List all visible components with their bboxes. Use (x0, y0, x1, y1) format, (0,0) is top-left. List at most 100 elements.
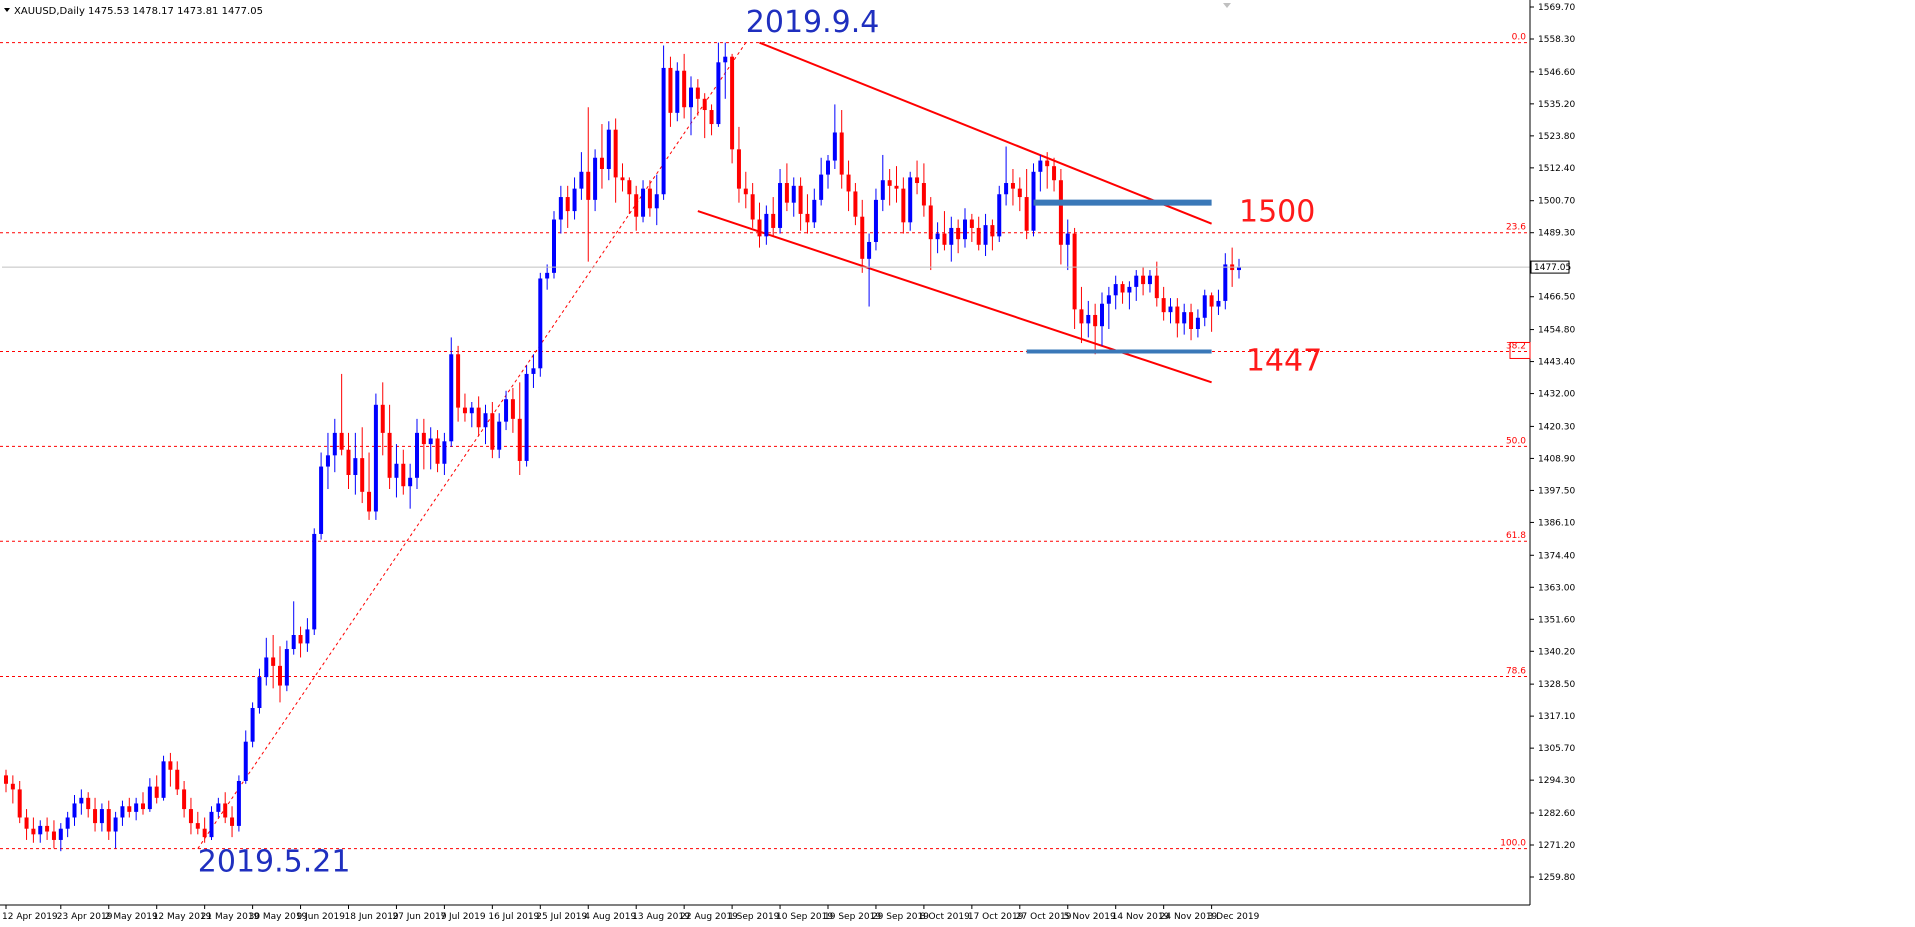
candle-body (401, 463, 406, 487)
candle (531, 354, 536, 388)
candle-body (360, 458, 365, 492)
candle (682, 53, 687, 119)
candle (826, 154, 830, 189)
candle (1017, 177, 1022, 212)
candle-body (168, 761, 173, 770)
y-tick-label: 1305.70 (1538, 744, 1575, 754)
candle (634, 185, 639, 231)
candle (935, 222, 940, 254)
candle (120, 800, 125, 826)
candle (230, 806, 235, 838)
candle (415, 418, 419, 490)
fib-38-highlight-box (1509, 341, 1531, 359)
candle (209, 806, 214, 840)
candle-body (1004, 183, 1009, 195)
candle-body (894, 185, 899, 189)
x-tick-label: 27 Jun 2019 (392, 912, 446, 922)
y-tick-label: 1271.20 (1538, 841, 1575, 851)
candle (106, 800, 111, 840)
candle-body (1079, 309, 1084, 324)
scroll-marker-icon[interactable] (1223, 3, 1231, 8)
candle (456, 345, 461, 422)
candle-body (750, 194, 755, 220)
candle (284, 640, 289, 692)
chart-header: XAUUSD,Daily 1475.53 1478.17 1473.81 147… (4, 3, 1231, 17)
candle (332, 418, 337, 473)
x-tick-label: 24 Nov 2019 (1160, 912, 1218, 922)
candle-body (942, 233, 947, 245)
fib-level-label: 78.6 (1506, 667, 1526, 677)
candle (901, 177, 906, 234)
candle (291, 601, 296, 655)
fib-level-label: 61.8 (1506, 531, 1526, 541)
candle (716, 42, 721, 127)
x-tick-label: 21 May 2019 (201, 912, 260, 922)
channel-lower-line[interactable] (697, 210, 1212, 384)
candle-body (798, 185, 803, 214)
candle (894, 166, 899, 203)
candle (483, 404, 488, 445)
candle-body (319, 466, 324, 534)
candle (58, 823, 63, 852)
candle-body (332, 432, 337, 456)
candle (154, 775, 159, 804)
candle (38, 820, 43, 843)
x-tick-label: 30 May 2019 (249, 912, 308, 922)
candle-body (462, 407, 467, 414)
candle-body (1106, 295, 1111, 304)
candle-body (764, 213, 769, 237)
y-tick-label: 1374.40 (1538, 551, 1575, 561)
candle-body (4, 775, 8, 784)
candle (127, 797, 132, 818)
candle (4, 769, 8, 793)
candle (1065, 219, 1070, 271)
x-tick-label: 17 Oct 2019 (968, 912, 1024, 922)
candle-body (1202, 295, 1207, 318)
candle-body (1161, 298, 1166, 313)
candle-body (757, 219, 762, 237)
candle (599, 124, 604, 189)
candle (990, 219, 995, 251)
candle-body (1065, 233, 1070, 245)
annotation-label: 1500 (1239, 195, 1315, 230)
candle (236, 775, 241, 832)
candle-body (113, 817, 118, 832)
candle-body (325, 455, 330, 467)
candle (675, 62, 680, 122)
candle-body (832, 132, 837, 161)
candle-body (223, 803, 228, 818)
y-tick-label: 1351.60 (1538, 615, 1575, 625)
candle (1052, 157, 1057, 192)
x-tick-label: 25 Jul 2019 (536, 912, 587, 922)
candle-body (606, 129, 611, 169)
candle-body (442, 441, 447, 464)
fib-level-label: 23.6 (1506, 223, 1526, 233)
candle-body (976, 227, 981, 245)
candle (271, 635, 276, 689)
x-tick-label: 18 Jun 2019 (345, 912, 399, 922)
candle-body (908, 177, 913, 223)
candle-body (997, 194, 1002, 237)
y-tick-label: 1259.80 (1538, 873, 1575, 883)
candle (490, 401, 495, 459)
candle-body (264, 657, 269, 678)
x-tick-label: 12 Apr 2019 (2, 912, 58, 922)
fib-level-label: 50.0 (1506, 436, 1526, 446)
candle (161, 755, 166, 801)
candle (1223, 253, 1228, 310)
y-tick-label: 1523.80 (1538, 132, 1575, 142)
channel-upper-line[interactable] (759, 41, 1212, 225)
candle-body (613, 129, 618, 178)
x-tick-label: 27 Oct 2019 (1016, 912, 1072, 922)
candle-body (230, 817, 235, 826)
candle (380, 382, 385, 456)
candle-body (983, 225, 988, 245)
candle-body (675, 70, 680, 113)
candle (1024, 168, 1029, 240)
candle (791, 177, 796, 217)
symbol-dropdown-icon[interactable] (4, 8, 10, 12)
candle (17, 780, 22, 824)
candle (976, 216, 981, 251)
